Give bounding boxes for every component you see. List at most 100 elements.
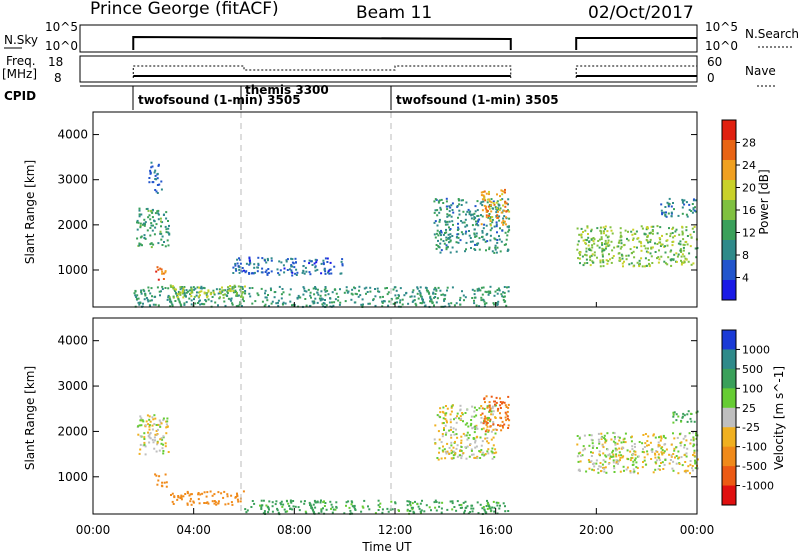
echo-cell (203, 292, 206, 295)
nsky-line (132, 35, 512, 50)
echo-cell (666, 239, 669, 242)
echo-cell (690, 438, 693, 441)
echo-cell (614, 447, 617, 450)
echo-cell (459, 415, 462, 418)
echo-cell (188, 289, 191, 292)
echo-cell (381, 511, 384, 514)
echo-cell (443, 427, 445, 430)
echo-cell (353, 301, 356, 304)
echo-cell (637, 455, 640, 458)
echo-cell (591, 468, 594, 471)
echo-cell (596, 447, 598, 449)
echo-cell (612, 455, 615, 458)
echo-cell (683, 199, 686, 202)
echo-cell (281, 288, 284, 290)
echo-cell (614, 449, 617, 452)
echo-cell (645, 238, 648, 241)
echo-cell (434, 442, 437, 445)
echo-cell (321, 298, 324, 301)
echo-cell (460, 442, 463, 444)
echo-cell (497, 407, 500, 410)
echo-cell (488, 214, 490, 217)
echo-cell (320, 290, 323, 293)
echo-cell (449, 236, 452, 239)
echo-cell (601, 463, 604, 466)
echo-cell (504, 510, 507, 513)
echo-cell (455, 302, 458, 305)
echo-cell (445, 452, 448, 455)
echo-cell (688, 432, 691, 435)
echo-cell (154, 178, 157, 180)
echo-cell (416, 292, 419, 295)
range-tick-label: 1000 (57, 263, 88, 277)
echo-cell (244, 290, 247, 292)
echo-cell (233, 285, 236, 288)
echo-cell (444, 424, 447, 427)
echo-cell (601, 444, 604, 447)
echo-cell (193, 288, 196, 291)
echo-cell (683, 414, 686, 417)
colorbar-swatch (722, 160, 736, 181)
echo-cell (138, 452, 141, 455)
echo-cell (165, 481, 168, 484)
echo-cell (655, 462, 658, 465)
echo-cell (685, 226, 688, 229)
echo-cell (185, 295, 187, 298)
echo-cell (143, 443, 146, 446)
echo-cell (484, 401, 486, 404)
echo-cell (224, 289, 227, 292)
echo-cell (435, 247, 438, 250)
echo-cell (425, 504, 428, 507)
echo-cell (438, 505, 441, 508)
echo-cell (419, 302, 422, 304)
echo-cell (640, 242, 643, 245)
echo-cell (445, 244, 448, 247)
echo-cell (601, 242, 603, 244)
echo-cell (591, 260, 594, 263)
echo-cell (340, 272, 343, 275)
echo-cell (248, 272, 251, 275)
echo-cell (462, 420, 464, 423)
echo-cell (610, 261, 613, 264)
echo-cell (367, 302, 370, 305)
echo-cell (416, 286, 419, 289)
echo-cell (238, 303, 241, 306)
echo-cell (154, 433, 157, 436)
echo-cell (611, 232, 614, 235)
echo-cell (161, 221, 164, 224)
echo-cell (433, 438, 436, 441)
echo-cell (455, 421, 458, 424)
echo-cell (692, 436, 695, 439)
echo-cell (489, 234, 492, 237)
echo-cell (314, 258, 317, 261)
echo-cell (508, 225, 510, 228)
echo-cell (611, 249, 614, 252)
echo-cell (660, 255, 663, 258)
echo-cell (248, 287, 251, 290)
echo-cell (144, 453, 147, 456)
echo-cell (236, 498, 239, 501)
echo-cell (470, 422, 473, 425)
echo-cell (451, 286, 454, 289)
echo-cell (600, 436, 603, 439)
echo-cell (627, 239, 630, 242)
echo-cell (683, 261, 686, 264)
echo-cell (673, 253, 676, 256)
echo-cell (602, 259, 605, 262)
echo-cell (446, 208, 449, 211)
echo-cell (648, 232, 651, 235)
echo-cell (478, 218, 481, 221)
echo-cell (277, 301, 279, 304)
echo-cell (146, 207, 149, 210)
echo-cell (480, 428, 483, 431)
echo-cell (681, 230, 684, 233)
echo-cell (314, 286, 317, 288)
echo-cell (603, 437, 606, 439)
echo-cell (660, 209, 663, 212)
echo-cell (241, 270, 243, 273)
echo-cell (308, 271, 311, 274)
echo-cell (160, 238, 163, 241)
echo-cell (488, 404, 491, 407)
echo-cell (252, 272, 255, 275)
echo-cell (443, 242, 446, 245)
